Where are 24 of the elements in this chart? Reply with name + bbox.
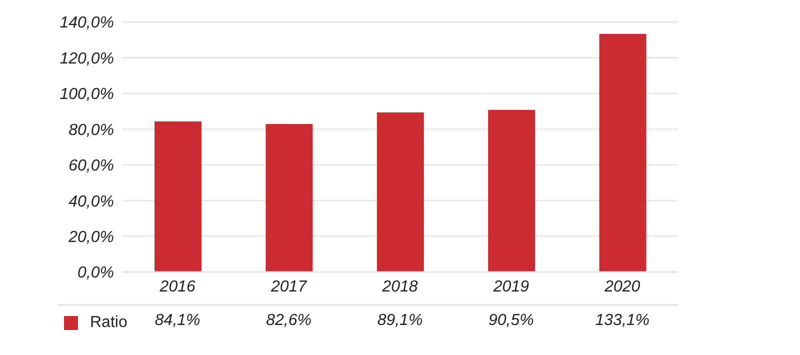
x-tick-label: 2018 (381, 278, 418, 296)
y-tick-label: 40,0% (68, 193, 114, 210)
bar (154, 121, 202, 272)
legend-label: Ratio (90, 314, 128, 332)
data-label: 84,1% (154, 312, 202, 330)
y-tick-label: 0,0% (78, 264, 114, 282)
x-tick-label: 2019 (492, 278, 530, 296)
x-tick-label: 2017 (270, 278, 308, 296)
data-label: 133,1% (594, 312, 651, 330)
bar (266, 124, 313, 272)
data-label: 89,1% (376, 312, 424, 330)
y-tick-label: 20,0% (68, 228, 114, 246)
y-tick-label: 80,0% (68, 122, 114, 139)
y-tick-label: 120,0% (60, 50, 114, 68)
x-tick-label: 2020 (604, 278, 640, 296)
bar (488, 110, 536, 272)
data-label: 82,6% (265, 312, 312, 330)
data-label: 90,5% (488, 312, 535, 330)
y-tick-label: 60,0% (68, 158, 114, 175)
bar (376, 112, 424, 272)
y-tick-label: 100,0% (60, 86, 114, 104)
x-tick-label: 2016 (158, 278, 196, 296)
y-tick-label: 140,0% (60, 14, 114, 32)
bar (599, 34, 646, 272)
